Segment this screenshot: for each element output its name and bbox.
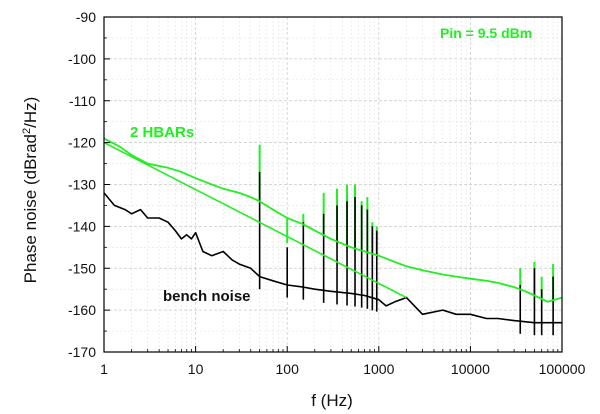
- y-tick-label: -150: [68, 260, 96, 276]
- y-tick-label: -120: [68, 135, 96, 151]
- y-tick-label: -90: [76, 9, 96, 25]
- y-tick-label: -160: [68, 302, 96, 318]
- y-axis-title-superscript: 2: [21, 128, 33, 134]
- series-layer: [103, 137, 563, 336]
- pin-annotation: Pin = 9.5 dBm: [440, 25, 532, 41]
- y-axis-title-main: Phase noise (dBrad: [21, 134, 40, 283]
- x-axis-title: f (Hz): [311, 391, 353, 410]
- hbars-annotation: 2 HBARs: [130, 124, 194, 141]
- bench-noise-annotation: bench noise: [163, 288, 251, 305]
- x-tick-label: 100000: [539, 361, 586, 377]
- y-tick-label: -130: [68, 177, 96, 193]
- hbars-noise-line: [103, 137, 563, 303]
- x-tick-label: 1000: [363, 361, 394, 377]
- y-tick-label: -100: [68, 51, 96, 67]
- y-tick-label: -140: [68, 218, 96, 234]
- x-tick-label: 1: [100, 361, 108, 377]
- x-tick-label: 10: [188, 361, 204, 377]
- x-tick-label: 100: [276, 361, 300, 377]
- x-tick-label: 10000: [451, 361, 490, 377]
- y-tick-label: -110: [69, 93, 96, 109]
- y-axis-title: Phase noise (dBrad2/Hz): [21, 97, 40, 284]
- y-tick-label: -170: [68, 344, 96, 360]
- axis-ticks: 1 10 100 1000 10000 100000 -170 -160 -150 -140 -13…: [68, 9, 586, 377]
- y-axis-title-end: /Hz): [21, 97, 40, 128]
- bench-noise-line: [103, 192, 562, 324]
- hbars-fit-line: [103, 141, 407, 299]
